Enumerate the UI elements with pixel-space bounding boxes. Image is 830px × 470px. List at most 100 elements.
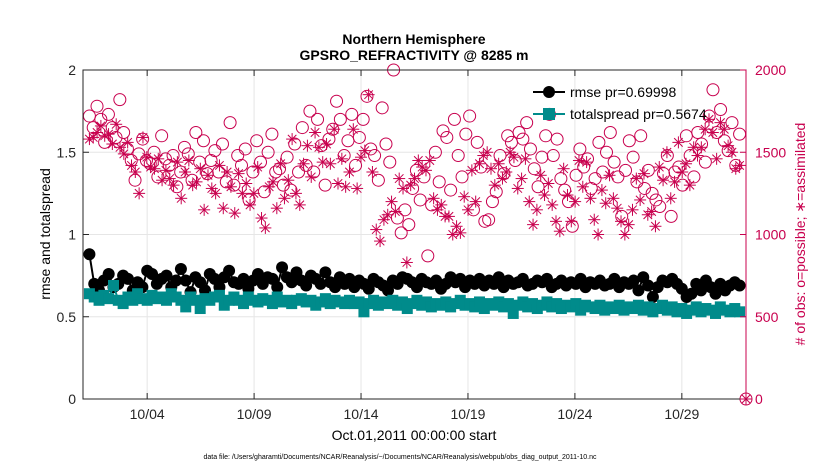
assimilated-point [546,198,559,211]
assimilated-point [362,88,375,101]
asterisk-stroke [562,190,573,200]
x-tick-label: 10/09 [237,406,272,422]
possible-point [672,160,686,174]
totalspread-point [353,296,365,308]
assimilated-point [339,180,352,193]
asterisk-stroke [532,205,542,215]
possible-point [280,150,294,164]
possible-point [622,134,636,148]
y-tick-label: 0.5 [57,309,77,325]
possible-point [634,129,648,143]
assimilated-point [419,164,432,177]
assimilated-point [649,220,662,233]
asterisk-stroke [184,155,194,166]
assimilated-point [435,198,448,211]
asterisk-stroke [364,90,374,100]
assimilated-point [213,159,226,172]
assimilated-point [710,152,723,165]
possible-point [299,158,313,172]
asterisk-stroke [165,173,175,184]
asterisk-stroke [497,173,508,184]
asterisk-stroke [432,205,443,215]
asterisk-stroke [639,169,649,179]
possible-point [113,93,127,107]
possible-point [261,145,275,159]
assimilated-point [278,192,291,205]
assimilated-point [351,182,364,195]
possible-point [284,183,298,197]
asterisk-stroke [616,216,626,226]
assimilated-point [114,141,127,154]
asterisk-stroke [146,162,156,172]
possible-point [619,163,633,177]
asterisk-stroke [207,183,217,194]
assimilated-point [251,161,264,174]
asterisk-stroke [119,149,129,159]
possible-point [698,155,712,169]
possible-point [558,183,572,197]
possible-point [444,183,458,197]
asterisk-stroke [627,205,638,215]
possible-point [394,226,408,240]
possible-point [269,165,283,179]
asterisk-stroke [264,182,274,192]
possible-point [527,162,541,176]
possible-point [630,175,644,189]
assimilated-point [224,180,237,193]
possible-point [90,99,104,113]
y-right-tick-label: 2000 [755,62,786,78]
asterisk-stroke [348,124,358,134]
possible-point [687,170,701,184]
asterisk-stroke [390,206,400,217]
possible-point [345,107,359,121]
asterisk-stroke [180,167,190,177]
possible-point [189,126,203,140]
assimilated-point [140,151,153,164]
totalspread-point [710,307,722,319]
asterisk-stroke [218,203,228,213]
assimilated-point [316,156,329,169]
rmse-point [251,267,264,280]
totalspread-point [502,298,514,310]
assimilated-point [588,213,601,226]
asterisk-stroke [134,188,144,198]
assimilated-point [607,192,620,205]
possible-point [204,153,218,167]
possible-point [166,149,180,163]
possible-point [318,178,332,192]
possible-point [398,203,412,217]
possible-point [470,135,484,149]
asterisk-stroke [413,155,423,166]
possible-point [170,180,184,194]
asterisk-stroke [734,160,745,171]
possible-point [691,126,705,140]
totalspread-point [238,298,250,310]
asterisk-stroke [256,213,267,223]
possible-point [489,185,503,199]
asterisk-stroke [715,118,726,128]
x-tick-label: 10/29 [664,406,699,422]
y-right-tick-label: 1500 [755,144,786,160]
asterisk-stroke [647,206,657,217]
possible-point [638,181,652,195]
y-tick-label: 2 [68,62,76,78]
asterisk-stroke [708,127,718,138]
assimilated-point [668,175,681,188]
totalspread-point [266,298,278,310]
assimilated-point [385,195,398,208]
possible-point [523,142,537,156]
asterisk-stroke [669,177,680,187]
assimilated-point [523,195,536,208]
possible-point [714,102,728,116]
totalspread-point [180,301,192,313]
assimilated-point [611,202,624,215]
assimilated-point [335,152,348,165]
assimilated-point [550,215,563,228]
asterisk-stroke [329,124,339,134]
assimilated-point [557,162,570,175]
assimilated-point [664,192,677,205]
totalspread-point [507,307,519,319]
possible-point [352,130,366,144]
rmse-point [300,279,313,292]
totalspread-point [570,298,582,310]
